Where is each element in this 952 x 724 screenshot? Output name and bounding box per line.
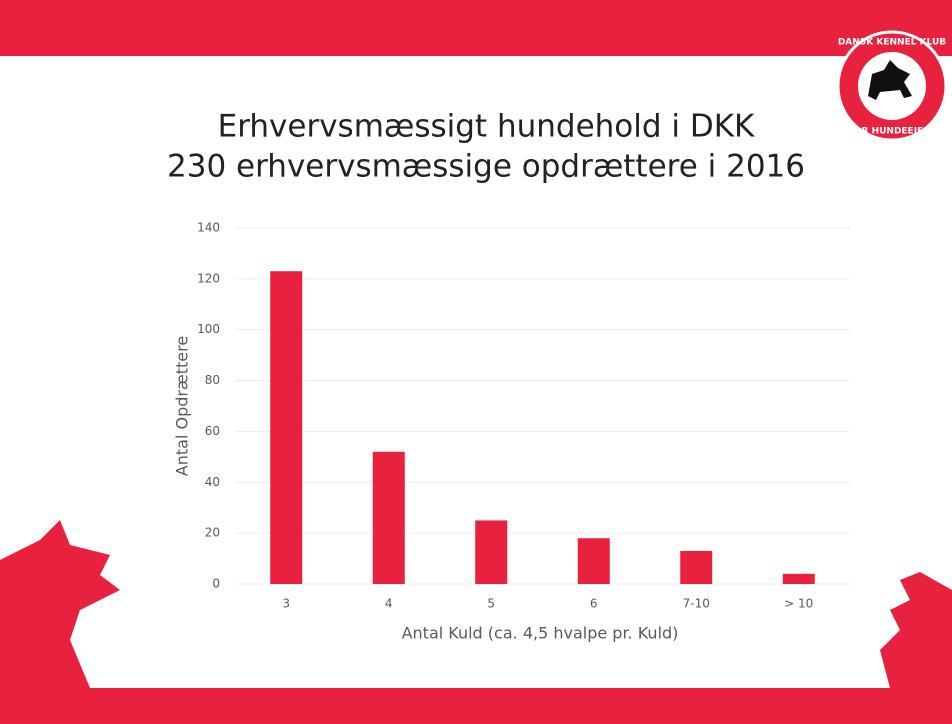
bar: [270, 271, 303, 584]
y-tick-label: 20: [205, 526, 220, 540]
bar: [577, 538, 610, 584]
y-tick-label: 0: [212, 577, 220, 591]
dog-silhouette-left: [0, 520, 120, 688]
top-band: [0, 0, 952, 56]
logo-dog: [868, 60, 912, 100]
x-tick-label: 7-10: [683, 597, 710, 611]
bar: [782, 573, 815, 584]
chart-title: Erhvervsmæssigt hundehold i DKK: [218, 109, 755, 145]
x-tick-label: 6: [590, 597, 598, 611]
x-tick-label: 3: [282, 597, 290, 611]
chart-subtitle: 230 erhvervsmæssige opdrættere i 2016: [167, 149, 805, 185]
logo: DANSK KENNEL KLUB FOR HUNDEEJERE: [836, 30, 948, 142]
bar: [475, 520, 508, 584]
x-tick-label: > 10: [784, 597, 813, 611]
bar: [680, 550, 713, 584]
logo-top-text: DANSK KENNEL KLUB: [838, 38, 946, 48]
logo-bottom-text: FOR HUNDEEJERE: [848, 127, 937, 137]
y-tick-label: 60: [205, 424, 220, 438]
bar: [372, 451, 405, 584]
dog-silhouette-right: [880, 572, 952, 688]
y-tick-label: 80: [205, 373, 220, 387]
y-tick-label: 40: [205, 475, 220, 489]
bottom-band: [0, 688, 952, 724]
x-tick-label: 4: [385, 597, 393, 611]
y-tick-label: 100: [197, 322, 220, 336]
x-axis-label: Antal Kuld (ca. 4,5 hvalpe pr. Kuld): [402, 624, 679, 643]
x-tick-label: 5: [487, 597, 495, 611]
y-tick-label: 140: [197, 221, 220, 235]
y-tick-label: 120: [197, 271, 220, 285]
y-axis-label: Antal Opdrættere: [173, 336, 192, 476]
